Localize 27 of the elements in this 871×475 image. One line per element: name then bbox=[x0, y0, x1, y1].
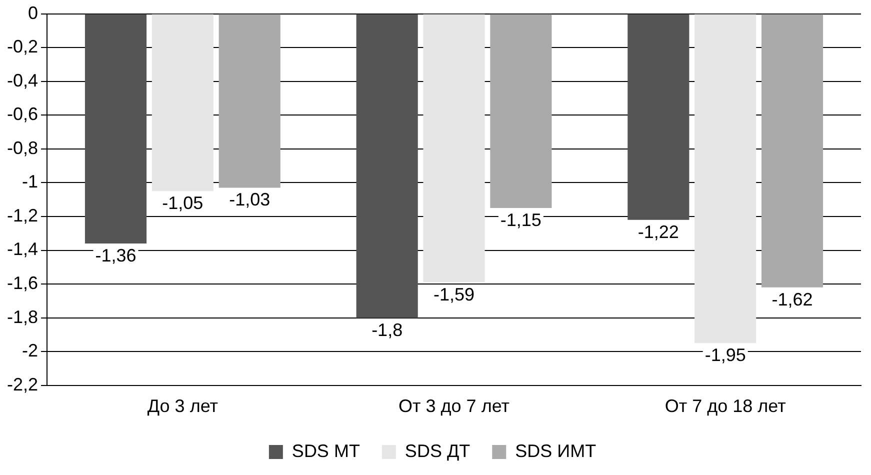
y-tick-label: -1,4 bbox=[6, 239, 38, 260]
y-tick-label: -0,2 bbox=[6, 36, 38, 57]
legend-label: SDS МТ bbox=[292, 440, 360, 461]
data-label: -1,59 bbox=[433, 284, 475, 304]
data-label: -1,62 bbox=[772, 289, 813, 310]
y-tick-label: -1,6 bbox=[6, 273, 38, 294]
x-tick-label: От 3 до 7 лет bbox=[398, 396, 510, 416]
y-tick-label: -2,2 bbox=[6, 374, 38, 394]
y-tick-label: -1,2 bbox=[6, 205, 38, 226]
data-label: -1,95 bbox=[704, 345, 746, 366]
legend-label: SDS ДТ bbox=[404, 440, 470, 461]
data-label: -1,03 bbox=[229, 190, 270, 210]
data-label: -1,36 bbox=[95, 245, 136, 266]
y-tick-label: -2 bbox=[22, 340, 38, 361]
x-tick-label: От 7 до 18 лет bbox=[664, 396, 786, 416]
y-tick-label: 0 bbox=[28, 2, 38, 23]
legend-label: SDS ИМТ bbox=[515, 440, 596, 461]
y-tick-label: -0,6 bbox=[6, 104, 38, 124]
y-tick-label: -1,8 bbox=[6, 306, 38, 327]
data-label: -1,15 bbox=[500, 210, 542, 230]
y-tick-label: -0,4 bbox=[6, 70, 38, 90]
data-label: -1,8 bbox=[372, 320, 403, 340]
data-label: -1,22 bbox=[638, 222, 679, 242]
x-tick-label: До 3 лет bbox=[147, 396, 218, 416]
y-tick-label: -0,8 bbox=[6, 138, 38, 158]
data-label: -1,05 bbox=[162, 193, 204, 214]
y-tick-label: -1 bbox=[22, 172, 38, 192]
